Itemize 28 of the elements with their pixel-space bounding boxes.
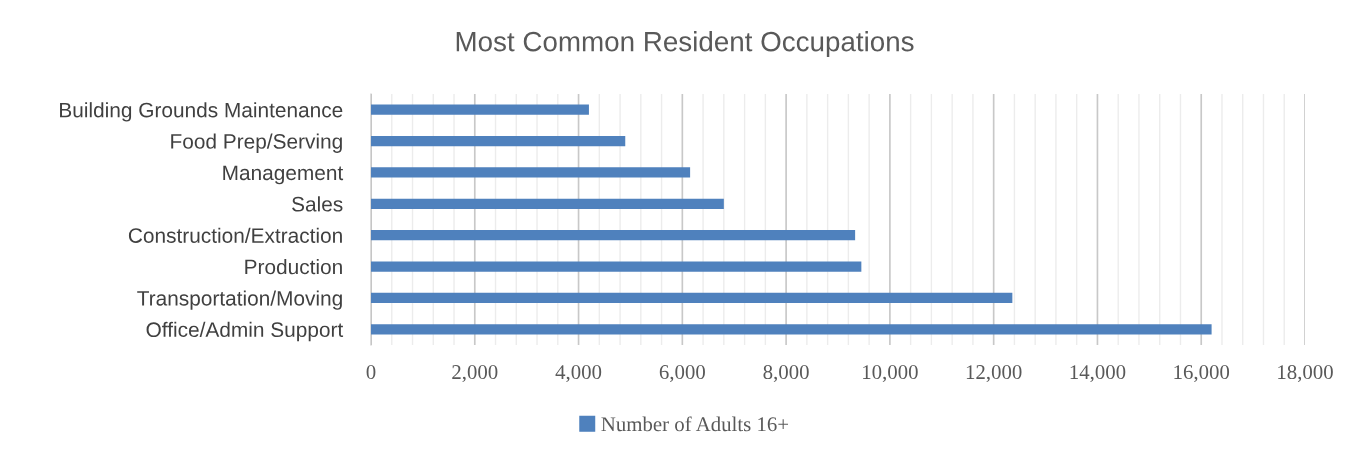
x-tick-label: 12,000 bbox=[966, 365, 1022, 383]
y-tick-label: Sales bbox=[292, 196, 343, 212]
chart-title: Most Common Resident Occupations bbox=[456, 31, 914, 57]
y-tick-label: Management bbox=[223, 165, 344, 185]
x-tick-label: 6,000 bbox=[659, 365, 705, 383]
bar bbox=[371, 167, 691, 178]
x-tick-label: 4,000 bbox=[555, 365, 602, 383]
x-tick-label: 10,000 bbox=[863, 365, 918, 383]
bar bbox=[371, 230, 856, 241]
x-tick-label: 2,000 bbox=[452, 365, 498, 383]
x-tick-label: 8,000 bbox=[763, 365, 809, 383]
bar bbox=[371, 324, 1212, 335]
x-tick-label: 18,000 bbox=[1278, 365, 1333, 383]
bar bbox=[371, 292, 1013, 304]
y-tick-label: Office/Admin Support bbox=[146, 321, 344, 342]
bar bbox=[371, 135, 626, 147]
bar bbox=[371, 261, 862, 272]
y-tick-label: Production bbox=[245, 259, 342, 275]
x-tick-label: 14,000 bbox=[1070, 365, 1126, 383]
x-tick-label: 16,000 bbox=[1174, 365, 1230, 383]
y-tick-label: Transportation/Moving bbox=[137, 290, 342, 310]
y-tick-label: Food Prep/Serving bbox=[171, 133, 342, 153]
legend-label: Number of Adults 16+ bbox=[601, 416, 789, 432]
y-tick-label: Construction/Extraction bbox=[128, 227, 342, 243]
x-tick-label: 0 bbox=[366, 365, 376, 380]
y-tick-label: Building Grounds Maintenance bbox=[60, 102, 343, 122]
bar bbox=[371, 104, 589, 115]
bar bbox=[371, 198, 724, 209]
